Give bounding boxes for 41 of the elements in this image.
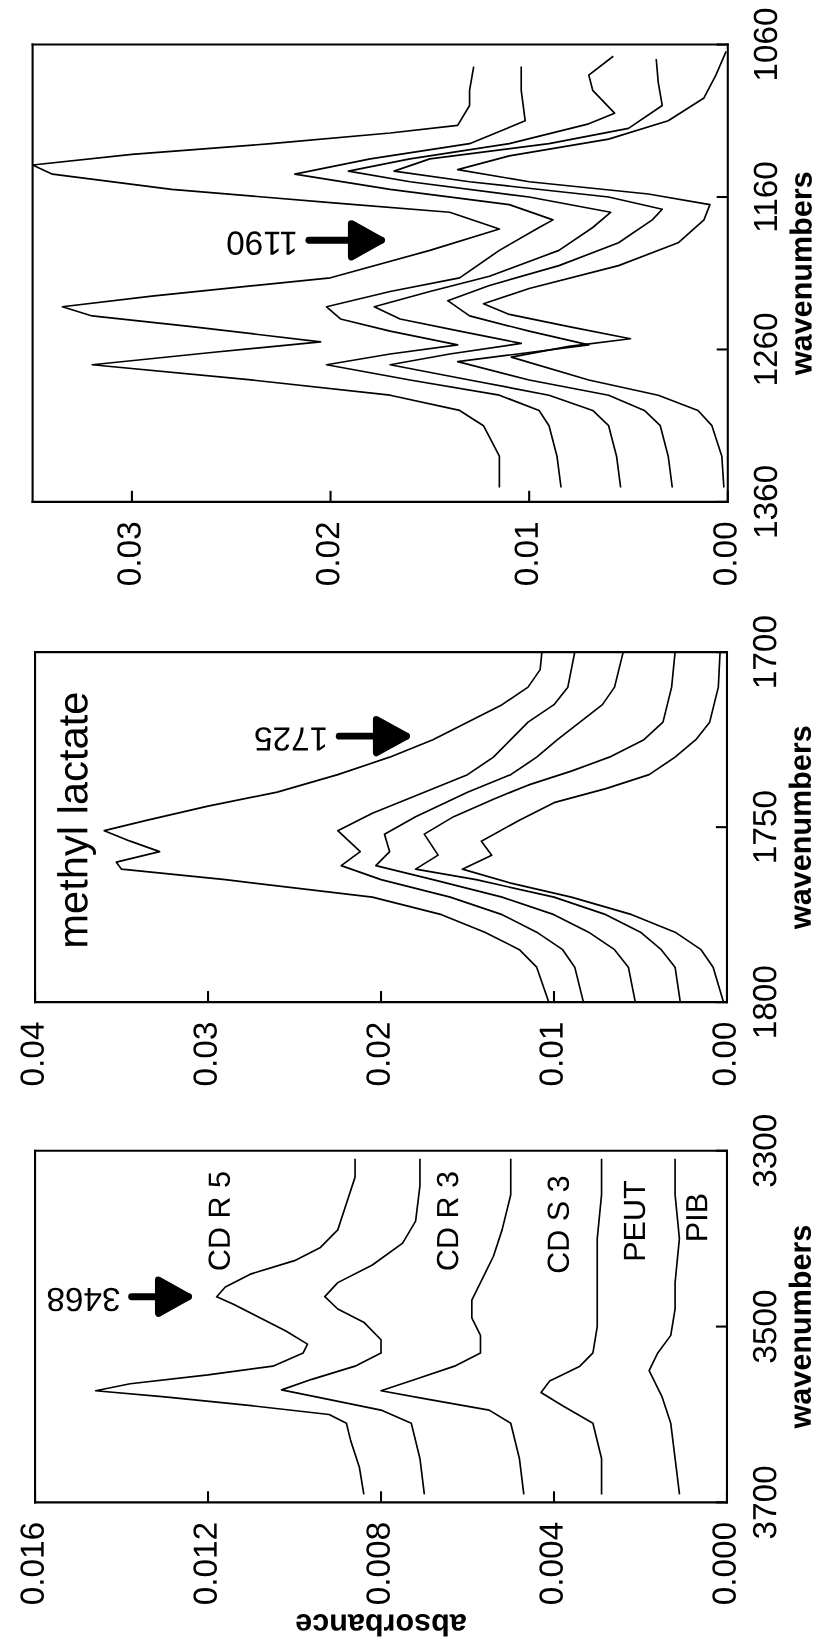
x-tick-label: 0.000 [712,1523,736,1604]
y-tick-label: 3500 [752,1290,777,1363]
y-axis-title: wavenumbers [788,726,812,930]
y-tick-label: 3700 [752,1466,777,1539]
x-tick-label: 0.03 [193,1023,217,1086]
y-tick-label: 1060 [753,8,778,80]
line-series [380,1158,525,1495]
x-axis-title: absorbance [296,1614,466,1637]
annotation: 1190 [227,231,296,255]
text: CD S 3 [547,1176,570,1273]
y-tick-label: 1700 [752,616,777,687]
x-tick-label: 0.00 [713,522,737,585]
y-tick-label: 3300 [752,1114,777,1187]
x-tick-label: 0.01 [514,522,539,585]
text: PEUT [623,1181,646,1260]
x-tick-label: 0.02 [366,1023,390,1086]
annotation: 3468 [47,1287,120,1312]
x-tick-label: 0.012 [193,1523,217,1604]
x-tick-label: 0.02 [315,523,340,585]
y-tick-label: 1360 [753,466,778,537]
y-tick-label: 1750 [752,791,777,862]
x-tick-label: 0.004 [539,1522,563,1604]
y-tick-label: 1260 [753,313,778,384]
y-axis-title: wavenumbers [789,172,812,376]
annotation: methyl lactate [57,693,96,946]
text: PIB [686,1194,708,1240]
text: CD R 5 [208,1172,231,1270]
x-tick-label: 0.01 [539,1023,563,1086]
x-tick-label: 0.016 [20,1523,44,1604]
y-tick-label: 1800 [752,966,777,1037]
line-series [280,1158,426,1495]
x-tick-label: 0.00 [712,1022,736,1086]
x-tick-label: 0.008 [366,1523,390,1604]
line-series [540,1158,603,1495]
line-series [648,1158,681,1495]
x-tick-label: 0.04 [20,1022,44,1086]
y-axis-title: wavenumbers [788,1225,812,1429]
annotation: 1725 [255,727,326,751]
x-tick-label: 0.03 [117,522,141,585]
y-tick-label: 1160 [753,162,778,231]
text: CD R 3 [436,1172,459,1270]
